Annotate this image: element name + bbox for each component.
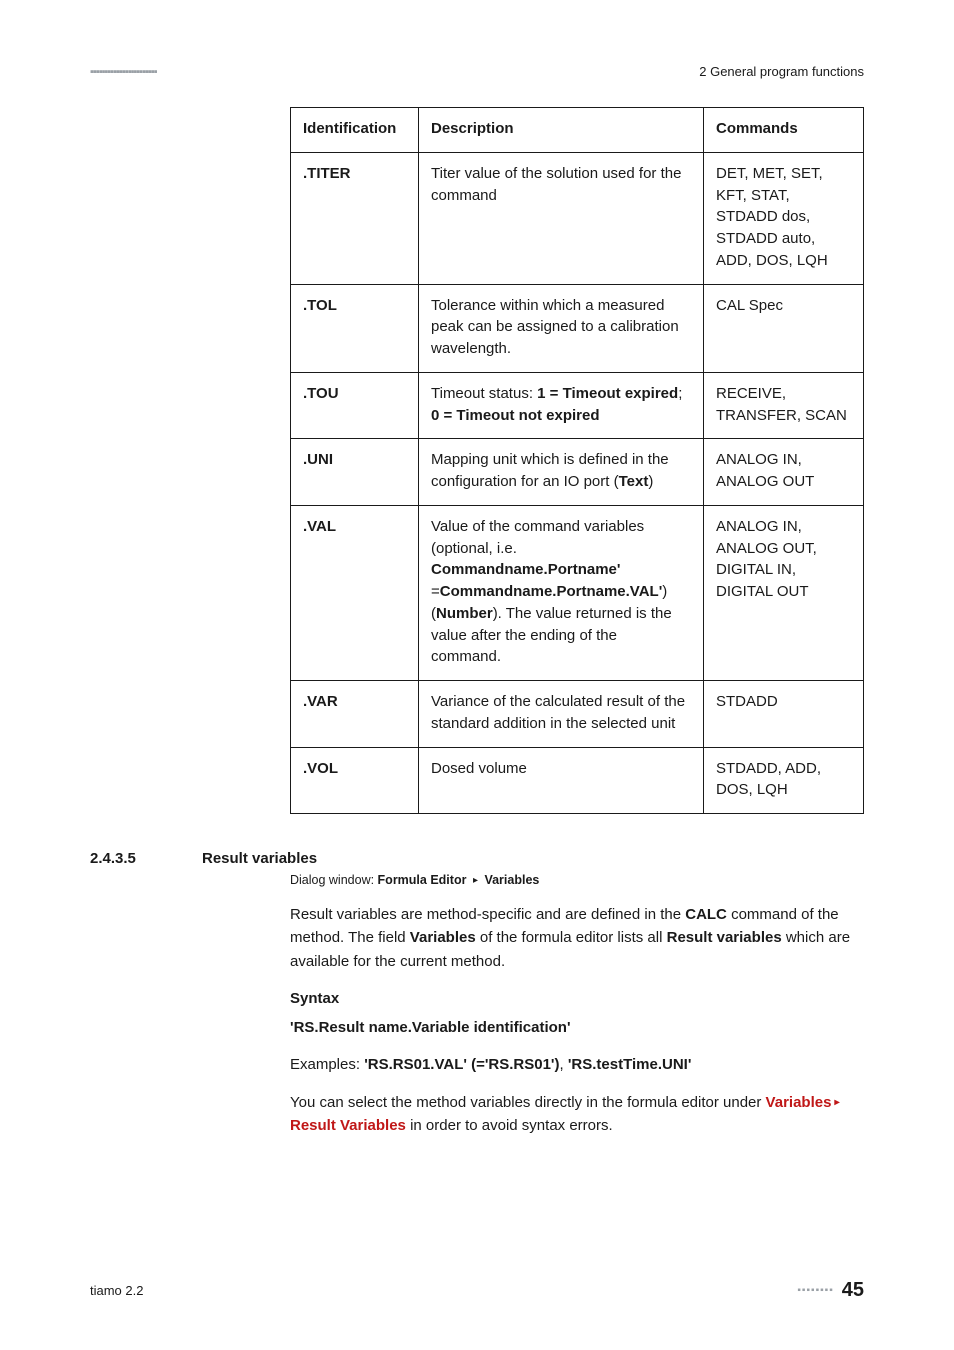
section-title: Result variables — [202, 850, 317, 867]
cell-identification: .TITER — [291, 152, 419, 284]
cell-description: Value of the command variables (optional… — [419, 505, 704, 680]
table-row: .VOLDosed volumeSTDADD, ADD, DOS, LQH — [291, 747, 864, 814]
cell-commands: ANALOG IN, ANALOG OUT — [704, 439, 864, 506]
cell-commands: CAL Spec — [704, 284, 864, 372]
cell-identification: .VOL — [291, 747, 419, 814]
syntax-line: 'RS.Result name.Variable identification' — [290, 1016, 864, 1039]
cell-identification: .VAR — [291, 681, 419, 748]
cell-identification: .TOL — [291, 284, 419, 372]
table-row: .VALValue of the command variables (opti… — [291, 505, 864, 680]
page-footer: tiamo 2.2 ▪▪▪▪▪▪▪▪ 45 — [90, 1279, 864, 1302]
dash-ornament: ▪▪▪▪▪▪▪▪▪▪▪▪▪▪▪▪▪▪▪▪▪▪▪ — [90, 66, 157, 78]
col-commands: Commands — [704, 108, 864, 153]
table-row: .TOLTolerance within which a measured pe… — [291, 284, 864, 372]
table-row: .VARVariance of the calculated result of… — [291, 681, 864, 748]
examples-sep: , — [560, 1056, 568, 1073]
cell-commands: ANALOG IN, ANALOG OUT, DIGITAL IN, DIGIT… — [704, 505, 864, 680]
header-dashes: ▪▪▪▪▪▪▪▪▪▪▪▪▪▪▪▪▪▪▪▪▪▪▪ — [90, 66, 157, 78]
section-paragraph-1: Result variables are method-specific and… — [290, 903, 864, 973]
identification-table: Identification Description Commands .TIT… — [290, 107, 864, 814]
identification-table-wrap: Identification Description Commands .TIT… — [290, 107, 864, 814]
cell-identification: .TOU — [291, 372, 419, 439]
table-row: .TOUTimeout status: 1 = Timeout expired;… — [291, 372, 864, 439]
col-identification: Identification — [291, 108, 419, 153]
cell-description: Timeout status: 1 = Timeout expired; 0 =… — [419, 372, 704, 439]
dialog-prefix: Dialog window: — [290, 873, 378, 887]
footer-dash-ornament: ▪▪▪▪▪▪▪▪ — [797, 1285, 833, 1296]
section-paragraph-2: You can select the method variables dire… — [290, 1091, 864, 1138]
page-header: ▪▪▪▪▪▪▪▪▪▪▪▪▪▪▪▪▪▪▪▪▪▪▪ 2 General progra… — [90, 64, 864, 79]
cell-commands: STDADD, ADD, DOS, LQH — [704, 747, 864, 814]
col-description: Description — [419, 108, 704, 153]
section-number: 2.4.3.5 — [90, 850, 202, 867]
cell-commands: STDADD — [704, 681, 864, 748]
footer-product: tiamo 2.2 — [90, 1283, 143, 1298]
syntax-heading: Syntax — [290, 987, 864, 1010]
cell-commands: DET, MET, SET, KFT, STAT, STDADD dos, ST… — [704, 152, 864, 284]
table-row: .UNIMapping unit which is defined in the… — [291, 439, 864, 506]
cell-description: Titer value of the solution used for the… — [419, 152, 704, 284]
header-section-label: 2 General program functions — [699, 64, 864, 79]
dialog-window-line: Dialog window: Formula Editor ▸ Variable… — [290, 873, 864, 887]
page-number: 45 — [842, 1279, 864, 1302]
cell-identification: .VAL — [291, 505, 419, 680]
dialog-formula-editor: Formula Editor — [378, 873, 467, 887]
dialog-variables: Variables — [484, 873, 539, 887]
table-row: .TITERTiter value of the solution used f… — [291, 152, 864, 284]
examples-line: Examples: 'RS.RS01.VAL' (='RS.RS01'), 'R… — [290, 1053, 864, 1076]
section-heading: 2.4.3.5 Result variables — [90, 850, 864, 867]
section-body: Result variables are method-specific and… — [290, 903, 864, 1137]
cell-description: Dosed volume — [419, 747, 704, 814]
cell-commands: RECEIVE, TRANSFER, SCAN — [704, 372, 864, 439]
table-header-row: Identification Description Commands — [291, 108, 864, 153]
cell-identification: .UNI — [291, 439, 419, 506]
cell-description: Variance of the calculated result of the… — [419, 681, 704, 748]
cell-description: Mapping unit which is defined in the con… — [419, 439, 704, 506]
cell-description: Tolerance within which a measured peak c… — [419, 284, 704, 372]
chevron-right-icon: ▸ — [473, 875, 478, 886]
example-1: 'RS.RS01.VAL' (='RS.RS01') — [364, 1056, 559, 1073]
example-2: 'RS.testTime.UNI' — [568, 1056, 692, 1073]
examples-prefix: Examples: — [290, 1056, 364, 1073]
